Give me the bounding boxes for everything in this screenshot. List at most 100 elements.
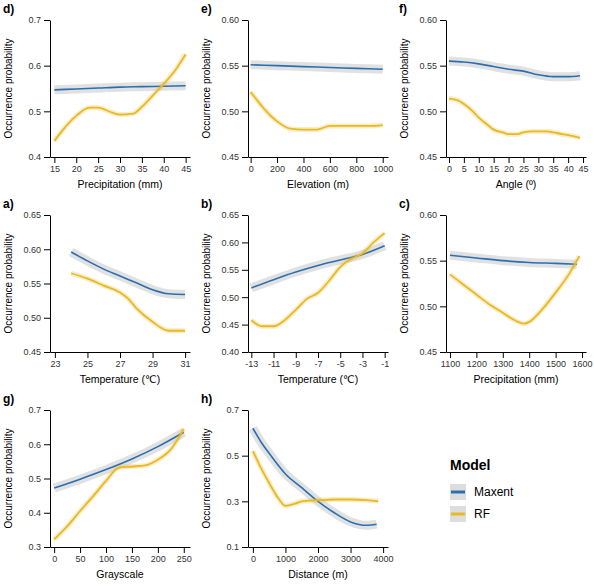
y-axis-line xyxy=(248,216,249,353)
y-tick-mark xyxy=(440,215,446,216)
y-tick-mark xyxy=(44,157,50,158)
x-tick-label: 600 xyxy=(323,164,338,174)
panel-title: a) xyxy=(3,197,14,211)
series-line xyxy=(251,65,383,70)
x-tick-label: 1100 xyxy=(441,359,460,369)
y-tick-label: 0.45 xyxy=(221,320,239,330)
x-tick-mark xyxy=(450,352,451,358)
x-axis-title: Elevation (m) xyxy=(287,178,349,190)
x-tick: 15 xyxy=(489,157,499,174)
y-tick-label: 0.5 xyxy=(28,474,41,484)
panel-title: b) xyxy=(201,197,212,211)
x-tick: 1000 xyxy=(373,157,393,174)
x-tick-mark xyxy=(449,157,450,163)
x-axis-title: Grayscale xyxy=(96,568,143,580)
x-tick-mark xyxy=(362,352,363,358)
series-band xyxy=(450,255,577,264)
x-tick: 10 xyxy=(474,157,484,174)
series-band xyxy=(54,86,185,90)
x-tick-mark xyxy=(164,157,165,163)
x-tick: 5 xyxy=(462,157,467,174)
x-axis-title: Precipitation (mm) xyxy=(473,373,558,385)
x-tick: 4000 xyxy=(374,547,394,564)
y-axis-title: Occurrence probability xyxy=(201,428,212,528)
x-tick-mark xyxy=(568,157,569,163)
y-tick: 0.55 xyxy=(419,61,446,71)
x-tick: 20 xyxy=(504,157,514,174)
figure: 152025303540450.40.50.60.7Precipitation … xyxy=(0,0,594,586)
x-tick: 1400 xyxy=(520,352,540,369)
y-tick: 0.6 xyxy=(28,61,50,71)
x-tick-mark xyxy=(253,547,254,553)
plot-area xyxy=(449,61,580,138)
panel-title: c) xyxy=(399,197,410,211)
y-tick-mark xyxy=(242,157,248,158)
x-axis: 02004006008001000 xyxy=(249,157,394,174)
x-tick-label: 0 xyxy=(52,554,57,564)
series-band xyxy=(251,65,383,70)
x-tick: 150 xyxy=(125,547,140,564)
y-axis-line xyxy=(50,411,51,548)
series-line xyxy=(251,92,383,129)
y-tick-mark xyxy=(242,325,248,326)
panel-title: e) xyxy=(201,2,212,16)
y-axis-title: Occurrence probability xyxy=(3,428,14,528)
y-tick-label: 0.45 xyxy=(221,152,239,162)
y-tick-mark xyxy=(242,410,248,411)
y-tick: 0.50 xyxy=(419,107,446,117)
y-tick-label: 0.65 xyxy=(221,210,239,220)
y-tick-mark xyxy=(242,352,248,353)
series-band xyxy=(253,428,377,525)
x-tick-label: 400 xyxy=(296,164,311,174)
y-tick-label: 0.7 xyxy=(28,405,41,415)
legend-key-bg xyxy=(450,506,466,522)
series-band xyxy=(449,99,580,138)
legend-key xyxy=(451,513,465,516)
y-tick-mark xyxy=(44,20,50,21)
x-tick-mark xyxy=(553,157,554,163)
y-tick-label: 0.60 xyxy=(221,238,239,248)
x-tick-mark xyxy=(303,157,304,163)
panel: 23252729310.450.500.550.600.65Temperatur… xyxy=(3,210,191,385)
y-tick-label: 0.55 xyxy=(419,61,437,71)
y-tick-mark xyxy=(44,66,50,67)
x-tick-mark xyxy=(87,352,88,358)
y-axis: 0.40.50.60.7 xyxy=(28,15,50,162)
x-tick-mark xyxy=(120,352,121,358)
x-axis-title: Angle (º) xyxy=(496,178,537,190)
x-tick-label: 1000 xyxy=(373,164,393,174)
x-tick-label: 1500 xyxy=(546,359,566,369)
y-tick: 0.7 xyxy=(28,405,50,415)
y-axis: 0.450.500.550.600.65 xyxy=(23,210,50,357)
x-axis-line xyxy=(447,352,587,353)
x-axis: 01000200030004000 xyxy=(249,547,394,564)
y-tick: 0.65 xyxy=(221,210,248,220)
y-tick-mark xyxy=(44,444,50,445)
x-axis-line xyxy=(249,157,389,158)
y-tick: 0.40 xyxy=(221,347,248,357)
y-tick-label: 0.45 xyxy=(419,152,437,162)
y-tick: 0.45 xyxy=(221,152,248,162)
x-tick-mark xyxy=(120,157,121,163)
x-axis: 2325272931 xyxy=(50,352,190,369)
y-axis-line xyxy=(248,21,249,158)
x-tick-mark xyxy=(142,157,143,163)
y-tick-label: 0.7 xyxy=(226,405,239,415)
x-tick-label: 4000 xyxy=(374,554,394,564)
x-tick-label: 250 xyxy=(177,554,192,564)
y-tick: 0.5 xyxy=(28,107,50,117)
y-tick-label: 0.4 xyxy=(28,508,41,518)
x-tick-mark xyxy=(106,547,107,553)
y-tick-label: 0.60 xyxy=(221,15,239,25)
x-tick: 200 xyxy=(270,157,285,174)
x-tick-label: 1300 xyxy=(493,359,513,369)
x-tick: 20 xyxy=(72,157,82,174)
x-tick-label: 5 xyxy=(462,164,467,174)
x-tick-label: 150 xyxy=(125,554,140,564)
x-tick-label: 40 xyxy=(564,164,574,174)
y-tick: 0.3 xyxy=(28,542,50,552)
x-tick-mark xyxy=(76,157,77,163)
x-tick: 0 xyxy=(447,157,452,174)
plot-area xyxy=(71,252,185,331)
x-axis: 110012001300140015001600 xyxy=(441,352,593,369)
